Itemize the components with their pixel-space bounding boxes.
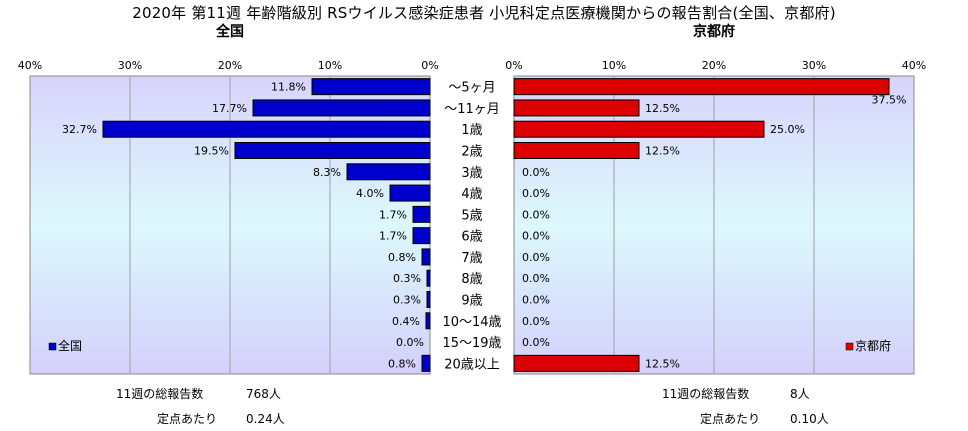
right-tick-label: 0%: [505, 59, 522, 72]
left-data-label: 0.3%: [393, 294, 421, 307]
right-bar: [513, 99, 640, 117]
right-data-label: 0.0%: [522, 166, 550, 179]
left-bar: [421, 354, 431, 372]
left-bar: [412, 227, 431, 245]
right-tick-label: 30%: [802, 59, 826, 72]
legend-swatch-national: [48, 342, 57, 351]
left-bar: [426, 269, 431, 287]
left-tick-label: 0%: [421, 59, 438, 72]
left-bar: [234, 142, 431, 159]
category-label: 10～14歳: [442, 315, 501, 330]
category-label: 6歳: [461, 230, 482, 245]
category-label: 2歳: [461, 145, 482, 160]
category-label: 3歳: [461, 166, 482, 181]
left-per-value: 0.24人: [246, 412, 285, 426]
left-data-label: 0.8%: [388, 251, 416, 264]
left-per-label: 定点あたり: [157, 412, 218, 426]
chart-title: 2020年 第11週 年齢階級別 RSウイルス感染症患者 小児科定点医療機関から…: [132, 4, 836, 22]
right-data-label: 0.0%: [522, 251, 550, 264]
right-total-value: 8人: [790, 387, 810, 401]
left-data-label: 1.7%: [379, 208, 407, 221]
category-label: 9歳: [461, 294, 482, 309]
left-bar: [252, 99, 431, 117]
left-bar: [425, 312, 431, 330]
left-bar: [421, 248, 431, 266]
category-label: 4歳: [461, 187, 482, 202]
left-data-label: 32.7%: [62, 123, 97, 136]
left-bar: [412, 205, 431, 223]
left-total-label: 11週の総報告数: [116, 387, 204, 401]
category-label: 5歳: [461, 208, 482, 223]
right-data-label: 0.0%: [522, 315, 550, 328]
category-label: ～11ヶ月: [444, 102, 500, 117]
category-label: 15～19歳: [442, 336, 501, 351]
left-tick-label: 30%: [118, 59, 142, 72]
right-data-label: 12.5%: [645, 357, 680, 370]
legend-label-national: 全国: [58, 338, 82, 353]
category-label: 8歳: [461, 272, 482, 287]
left-tick-label: 40%: [18, 59, 42, 72]
category-label: 7歳: [461, 251, 482, 266]
left-data-label: 0.3%: [393, 272, 421, 285]
right-data-label: 0.0%: [522, 294, 550, 307]
category-label: 20歳以上: [444, 357, 500, 372]
left-data-label: 8.3%: [313, 166, 341, 179]
legend-label-kyoto: 京都府: [855, 338, 891, 353]
right-data-label: 12.5%: [645, 145, 680, 158]
left-tick-label: 20%: [218, 59, 242, 72]
left-data-label: 0.0%: [396, 336, 424, 349]
right-tick-label: 40%: [902, 59, 926, 72]
left-bar: [346, 163, 431, 181]
right-bar: [513, 354, 640, 372]
right-bar: [513, 142, 640, 159]
left-data-label: 19.5%: [194, 145, 229, 158]
left-total-value: 768人: [246, 387, 281, 401]
right-total-label: 11週の総報告数: [662, 387, 750, 401]
left-data-label: 11.8%: [271, 81, 306, 94]
left-bar: [426, 291, 431, 308]
left-data-label: 0.8%: [388, 357, 416, 370]
left-data-label: 17.7%: [212, 102, 247, 115]
right-panel-title: 京都府: [693, 24, 735, 40]
right-data-label: 0.0%: [522, 208, 550, 221]
right-tick-label: 20%: [702, 59, 726, 72]
left-data-label: 1.7%: [379, 230, 407, 243]
right-data-label: 0.0%: [522, 336, 550, 349]
right-data-label: 0.0%: [522, 187, 550, 200]
category-label: 1歳: [461, 123, 482, 138]
right-bar: [513, 78, 890, 96]
right-bar: [513, 120, 765, 138]
left-bar: [102, 120, 431, 138]
right-data-label: 12.5%: [645, 102, 680, 115]
right-data-label: 25.0%: [770, 123, 805, 136]
right-data-label: 0.0%: [522, 272, 550, 285]
right-data-label: 37.5%: [872, 94, 907, 107]
left-bar: [389, 184, 431, 202]
left-data-label: 4.0%: [356, 187, 384, 200]
right-per-value: 0.10人: [790, 412, 829, 426]
left-data-label: 0.4%: [392, 315, 420, 328]
category-label: ～5ヶ月: [448, 81, 495, 96]
right-tick-label: 10%: [602, 59, 626, 72]
left-panel-title: 全国: [216, 24, 244, 40]
left-tick-label: 10%: [318, 59, 342, 72]
right-data-label: 0.0%: [522, 230, 550, 243]
left-bar: [311, 78, 431, 96]
right-per-label: 定点あたり: [700, 412, 761, 426]
legend-swatch-kyoto: [845, 342, 854, 351]
